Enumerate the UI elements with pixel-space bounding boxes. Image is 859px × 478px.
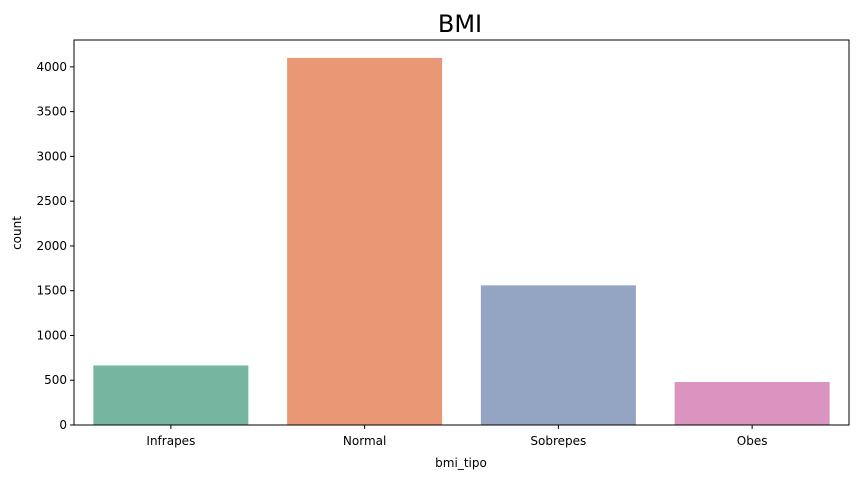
y-tick-label: 1500 <box>36 284 67 298</box>
x-axis-ticks: Infrapes Normal Sobrepes Obes <box>146 425 767 448</box>
y-tick-label: 1000 <box>36 328 67 342</box>
bars-group <box>93 57 830 425</box>
y-axis-ticks: 0 500 1000 1500 2000 2500 3000 3500 4000 <box>36 60 74 432</box>
bar-sobrepes <box>480 285 636 425</box>
chart-title: BMI <box>438 10 482 38</box>
bar-infrapes <box>93 365 249 425</box>
y-tick-label: 500 <box>44 373 67 387</box>
y-tick-label: 2000 <box>36 239 67 253</box>
y-tick-label: 4000 <box>36 60 67 74</box>
y-tick-label: 2500 <box>36 194 67 208</box>
x-tick-label: Normal <box>343 434 386 448</box>
y-tick-label: 3000 <box>36 149 67 163</box>
y-axis-label: count <box>10 216 24 250</box>
x-tick-label: Obes <box>737 434 768 448</box>
plot-frame <box>73 39 850 426</box>
x-axis-label: bmi_tipo <box>435 456 487 470</box>
y-tick-label: 3500 <box>36 105 67 119</box>
x-tick-label: Sobrepes <box>530 434 586 448</box>
x-tick-label: Infrapes <box>146 434 195 448</box>
bar-normal <box>287 57 443 425</box>
y-tick-label: 0 <box>59 418 67 432</box>
bar-obes <box>674 382 830 425</box>
